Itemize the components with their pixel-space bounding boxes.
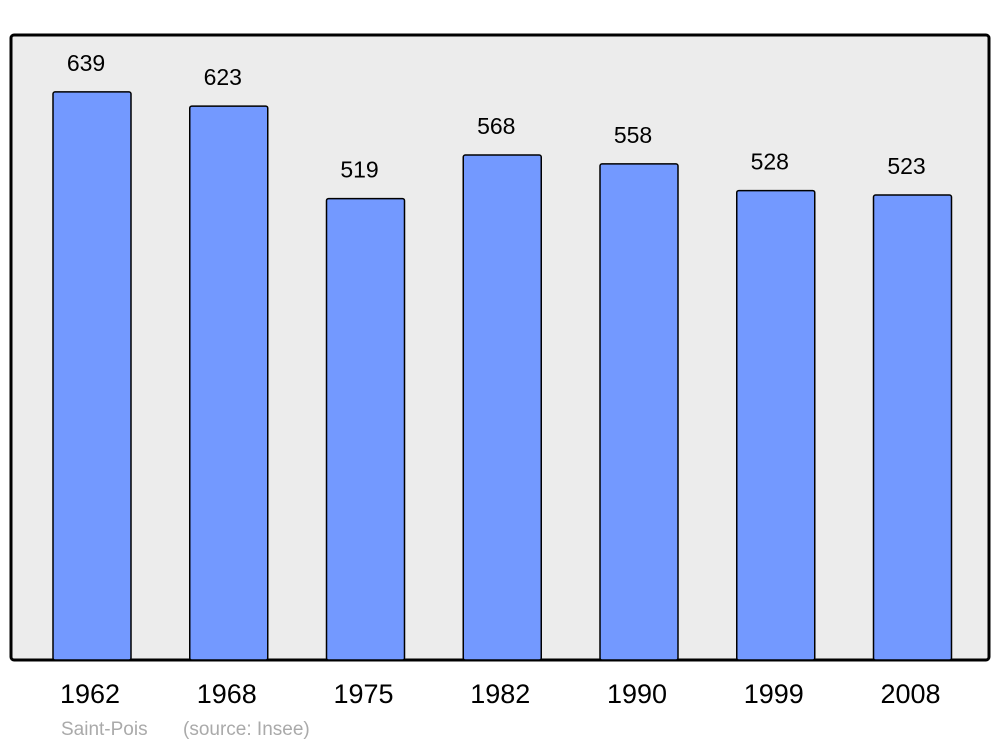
- x-tick-label: 1975: [333, 679, 393, 709]
- value-label: 639: [67, 50, 105, 76]
- value-label: 528: [751, 149, 789, 175]
- value-label: 523: [887, 153, 925, 179]
- value-label: 519: [340, 157, 378, 183]
- bar: [872, 194, 953, 661]
- bar: [189, 105, 269, 661]
- bar: [599, 163, 679, 661]
- source: (source: Insee): [183, 719, 310, 740]
- x-tick-label: 2008: [880, 679, 940, 709]
- caption: Saint-Pois: [61, 719, 148, 740]
- x-tick-label: 1962: [60, 679, 120, 709]
- x-tick-label: 1982: [470, 679, 530, 709]
- bars: [52, 91, 953, 661]
- x-tick-label: 1968: [197, 679, 257, 709]
- bar: [52, 91, 132, 661]
- value-label: 568: [477, 113, 515, 139]
- bar: [462, 154, 542, 661]
- value-label: 558: [614, 122, 652, 148]
- x-tick-label: 1990: [607, 679, 667, 709]
- bar: [325, 197, 406, 661]
- x-tick-label: 1999: [744, 679, 804, 709]
- value-label: 623: [204, 64, 242, 90]
- bar: [736, 189, 816, 661]
